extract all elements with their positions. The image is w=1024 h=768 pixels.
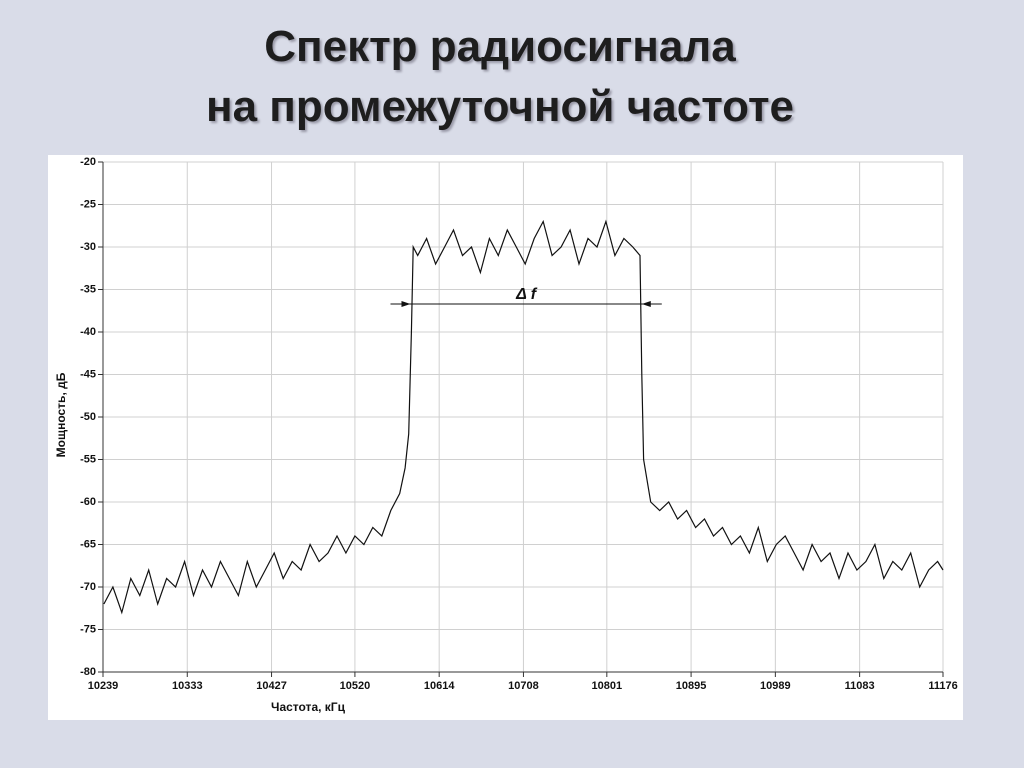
y-tick-label: -60 bbox=[80, 496, 96, 508]
x-tick-label: 10801 bbox=[592, 680, 623, 692]
x-tick-label: 11083 bbox=[845, 680, 875, 692]
x-tick-label: 10520 bbox=[340, 680, 371, 692]
x-tick-label: 10708 bbox=[508, 680, 539, 692]
y-tick-label: -35 bbox=[80, 283, 96, 295]
x-tick-label: 10333 bbox=[172, 680, 203, 692]
title-line: Спектр радиосигнала bbox=[264, 22, 736, 71]
y-tick-label: -65 bbox=[80, 538, 96, 550]
y-tick-label: -30 bbox=[80, 241, 96, 253]
y-tick-label: -80 bbox=[80, 666, 96, 678]
y-tick-label: -75 bbox=[80, 623, 96, 635]
y-tick-label: -45 bbox=[80, 368, 96, 380]
chart: Частота, кГц Мощность, дБ -80 -75 -70 -65 -6… bbox=[48, 155, 963, 720]
annotation: Δ f bbox=[515, 286, 538, 303]
x-tick-label: 11176 bbox=[928, 680, 957, 692]
x-axis-label: Частота, кГц bbox=[271, 700, 346, 714]
title-line: на промежуточной частоте bbox=[206, 82, 794, 131]
y-tick-label: -20 bbox=[80, 156, 96, 168]
x-tick-label: 10895 bbox=[676, 680, 707, 692]
y-tick-label: -50 bbox=[80, 411, 96, 423]
y-axis-label: Мощность, дБ bbox=[54, 372, 68, 457]
x-tick-label: 10239 bbox=[88, 680, 119, 692]
x-tick-label: 10427 bbox=[256, 680, 287, 692]
spectrum-line bbox=[103, 219, 944, 615]
x-tick-label: 10989 bbox=[760, 680, 791, 692]
y-tick-label: -40 bbox=[80, 326, 96, 338]
y-tick-label: -25 bbox=[80, 198, 96, 210]
y-tick-label: -70 bbox=[80, 581, 96, 593]
y-tick-label: -55 bbox=[80, 453, 96, 465]
x-tick-label: 10614 bbox=[424, 680, 455, 692]
